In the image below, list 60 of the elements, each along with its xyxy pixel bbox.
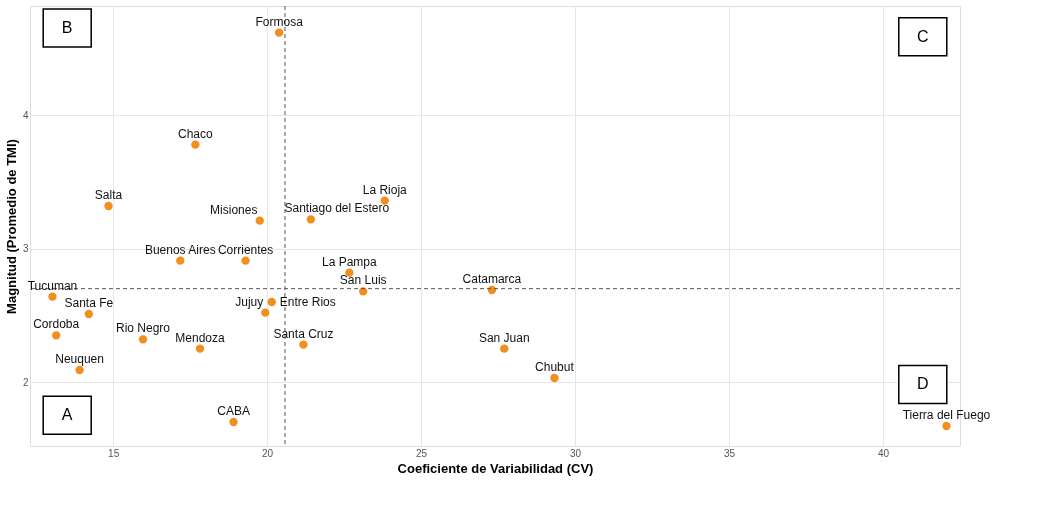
annotation: Catamarca (462, 272, 522, 286)
annotation: Jujuy (235, 294, 264, 309)
x-tick-label: 25 (416, 447, 428, 459)
annotation: Misiones (210, 202, 258, 217)
annotation: Tierra del Fuego (902, 408, 991, 422)
x-tick-label: 15 (108, 447, 120, 459)
annotation: Cordoba (33, 317, 80, 332)
annotation: Formosa (255, 14, 304, 29)
annotation: Mendoza (175, 330, 225, 345)
y-axis-title: Magnitud (Promedio de TMI) (3, 139, 19, 314)
point (306, 215, 316, 224)
point (75, 365, 84, 375)
annotation: Rio Negro (116, 321, 171, 336)
point (550, 373, 559, 383)
annotation: Buenos Aires (144, 242, 216, 257)
point (267, 297, 276, 307)
point (255, 216, 264, 225)
y-tick-label: 4 (22, 109, 29, 121)
annotation: Santa Fe (64, 296, 114, 310)
point (241, 256, 250, 265)
annotation: Santa Cruz (273, 326, 334, 341)
point (176, 256, 185, 265)
point (942, 421, 951, 431)
annotation: Santiago del Estero (284, 201, 390, 216)
annotation: San Luis (339, 273, 387, 288)
point (274, 28, 284, 37)
x-tick-label: 30 (570, 447, 582, 459)
annotation: Neuquen (55, 352, 104, 366)
y-tick-label: 2 (22, 376, 29, 388)
annotation: C (917, 27, 929, 45)
point (195, 344, 205, 353)
annotation: CABA (217, 404, 250, 418)
annotation: D (917, 375, 929, 393)
annotation: Chaco (178, 126, 214, 141)
point (48, 292, 57, 301)
annotation: La Rioja (362, 182, 408, 197)
annotation: San Juan (478, 330, 530, 345)
annotation: La Pampa (321, 254, 378, 269)
point (84, 309, 93, 319)
point (299, 340, 308, 349)
point (51, 331, 61, 340)
x-axis-title: Coeficiente de Variabilidad (CV) (397, 460, 594, 476)
annotation: Tucuman (27, 278, 78, 293)
annotation: B (61, 19, 73, 36)
x-tick-label: 35 (723, 447, 736, 459)
point (229, 417, 238, 427)
point (500, 344, 509, 353)
point (261, 308, 270, 317)
annotation: Entre Rios (279, 295, 336, 309)
point (191, 140, 200, 149)
x-tick-label: 20 (262, 447, 274, 459)
annotation: Chubut (535, 360, 575, 374)
annotation: Salta (94, 188, 123, 202)
y-tick-label: 3 (22, 243, 29, 255)
point (104, 201, 113, 211)
annotation: A (61, 406, 73, 424)
annotation: Corrientes (217, 242, 274, 257)
x-tick-label: 40 (877, 447, 890, 459)
point (138, 335, 148, 344)
point (359, 287, 368, 296)
